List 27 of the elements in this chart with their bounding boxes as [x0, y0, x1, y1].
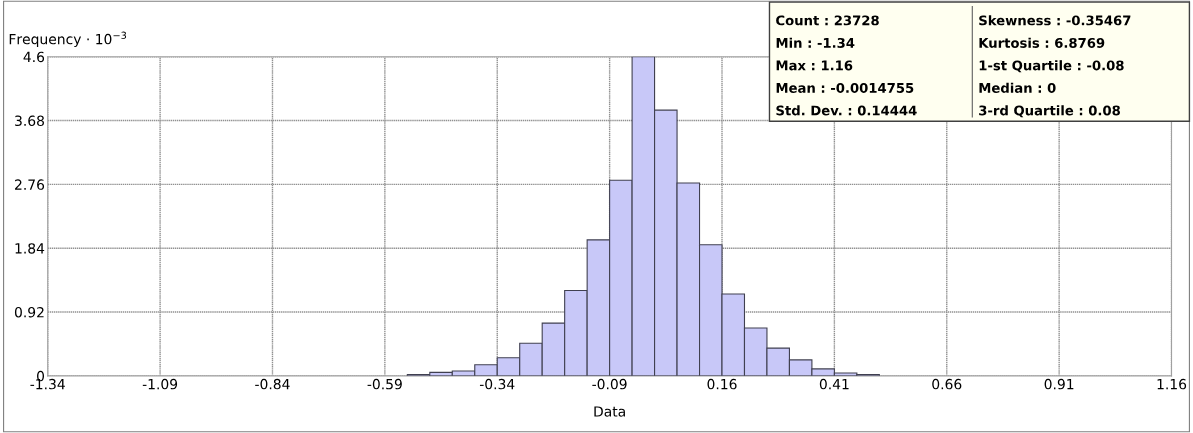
- y-tick-label: 3.68: [15, 115, 44, 127]
- x-tick-label: 0.91: [1044, 378, 1074, 390]
- x-tick-label: -1.09: [142, 378, 178, 390]
- text: Skewness : -0.35467: [979, 15, 1131, 26]
- x-tick-label: 1.16: [1157, 378, 1187, 390]
- x-tick-label: -0.59: [367, 378, 402, 390]
- y-tick-label: 1.84: [15, 243, 45, 254]
- y-tick-label: 4.6: [23, 51, 45, 63]
- x-tick-label: 0.41: [819, 378, 849, 390]
- annotation: 1-st Quartile : -0.08: [979, 60, 1124, 73]
- y-axis-title: Frequency · 10$^{−3}$: [9, 31, 127, 48]
- annotation: Std. Dev. : 0.14444: [776, 105, 917, 116]
- x-tick-label: -0.34: [479, 378, 515, 390]
- annotation: Median : 0: [979, 82, 1056, 93]
- y-tick-label: 2.76: [15, 179, 45, 190]
- text: Min : -1.34: [776, 37, 855, 48]
- annotation: Mean : -0.0014755: [776, 82, 914, 93]
- x-axis-title: Data: [594, 406, 625, 417]
- text: Count : 23728: [776, 15, 879, 26]
- annotation: 3-rd Quartile : 0.08: [979, 105, 1120, 118]
- text: Kurtosis : 6.8769: [979, 37, 1105, 48]
- x-tick-label: -0.09: [592, 378, 627, 390]
- x-tick-label: 0.66: [932, 378, 962, 390]
- annotation: Max : 1.16: [776, 60, 853, 71]
- x-tick-label: 0.16: [707, 378, 737, 390]
- y-tick-label: 0.92: [14, 306, 44, 318]
- x-tick-label: -0.84: [255, 378, 290, 390]
